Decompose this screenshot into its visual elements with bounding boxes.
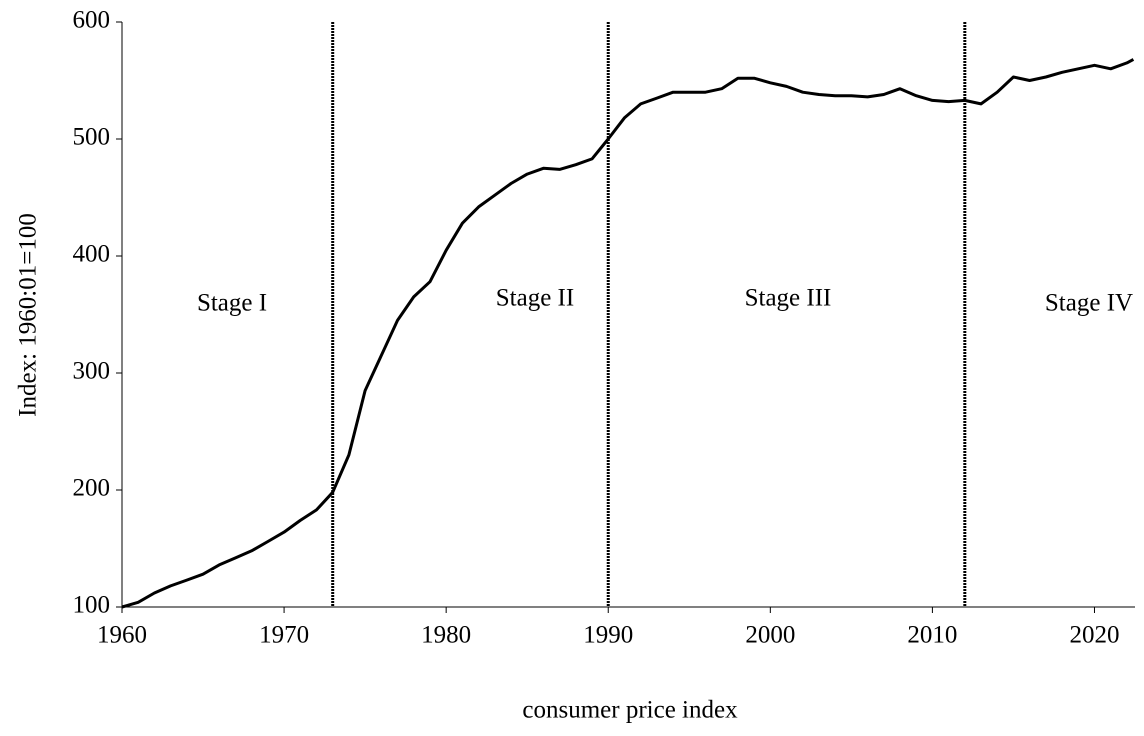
y-tick-label: 200 bbox=[73, 475, 111, 502]
x-tick-label: 1980 bbox=[421, 622, 471, 649]
x-tick-label: 1960 bbox=[97, 622, 147, 649]
stage-label: Stage III bbox=[745, 285, 832, 312]
y-tick-label: 300 bbox=[73, 358, 111, 385]
x-tick-label: 2000 bbox=[745, 622, 795, 649]
y-tick-label: 400 bbox=[73, 241, 111, 268]
y-tick-label: 600 bbox=[73, 7, 111, 34]
x-tick-label: 2020 bbox=[1069, 622, 1119, 649]
x-tick-label: 1970 bbox=[259, 622, 309, 649]
stage-label: Stage I bbox=[197, 290, 267, 317]
cpi-line bbox=[121, 58, 1135, 609]
x-tick-label: 2010 bbox=[907, 622, 957, 649]
y-tick-label: 100 bbox=[73, 592, 111, 619]
x-axis-label: consumer price index bbox=[522, 697, 738, 724]
stage-label: Stage II bbox=[496, 285, 574, 312]
y-tick-label: 500 bbox=[73, 124, 111, 151]
y-axis-label: Index: 1960:01=100 bbox=[15, 213, 42, 417]
x-tick-label: 1990 bbox=[583, 622, 633, 649]
stage-label: Stage IV bbox=[1045, 290, 1133, 317]
